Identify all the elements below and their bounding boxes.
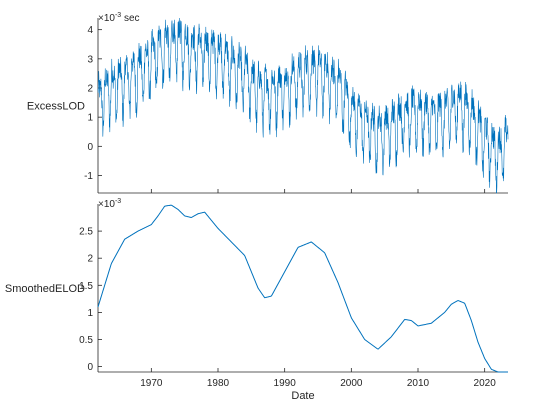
bottom-x-tick-label: 2020 xyxy=(474,378,497,389)
bottom-y-tick-label: 1.5 xyxy=(79,281,93,292)
bottom-y-tick-label: 2 xyxy=(87,254,93,265)
bottom-x-axis-label: Date xyxy=(291,390,314,402)
top-y-tick-label: 2 xyxy=(87,84,93,95)
bottom-exponent-label: ×10-3 xyxy=(98,198,121,210)
bottom-x-tick-label: 1990 xyxy=(274,378,297,389)
top-axes: -1 0 1 2 3 4 ×10-3 sec ExcessLOD xyxy=(27,12,509,194)
top-y-axis-label: ExcessLOD xyxy=(27,101,85,113)
bottom-x-tick-label: 2000 xyxy=(340,378,363,389)
bottom-axes: 0 0.5 1 1.5 2 2.5 1970 1980 1990 2000 2010 2020 ×10-… xyxy=(5,198,508,402)
bottom-y-tick-label: 2.5 xyxy=(79,227,93,238)
top-y-tick-label: 4 xyxy=(87,25,93,36)
bottom-x-tick-label: 2010 xyxy=(407,378,430,389)
top-exponent-label: ×10-3 sec xyxy=(98,12,140,24)
bottom-y-axis-label: SmoothedELOD xyxy=(5,283,85,295)
bottom-y-tick-label: 0 xyxy=(87,362,93,373)
bottom-y-tick-label: 0.5 xyxy=(79,335,93,346)
bottom-y-tick-label: 1 xyxy=(87,308,93,319)
top-y-tick-label: -1 xyxy=(84,171,93,182)
top-y-tick-label: 1 xyxy=(87,113,93,124)
smoothedelod-series-line xyxy=(97,204,508,373)
excesslod-series-line xyxy=(97,17,509,194)
top-y-tick-label: 0 xyxy=(87,142,93,153)
top-y-tick-label: 3 xyxy=(87,54,93,65)
bottom-x-tick-label: 1980 xyxy=(207,378,230,389)
bottom-x-tick-label: 1970 xyxy=(140,378,163,389)
